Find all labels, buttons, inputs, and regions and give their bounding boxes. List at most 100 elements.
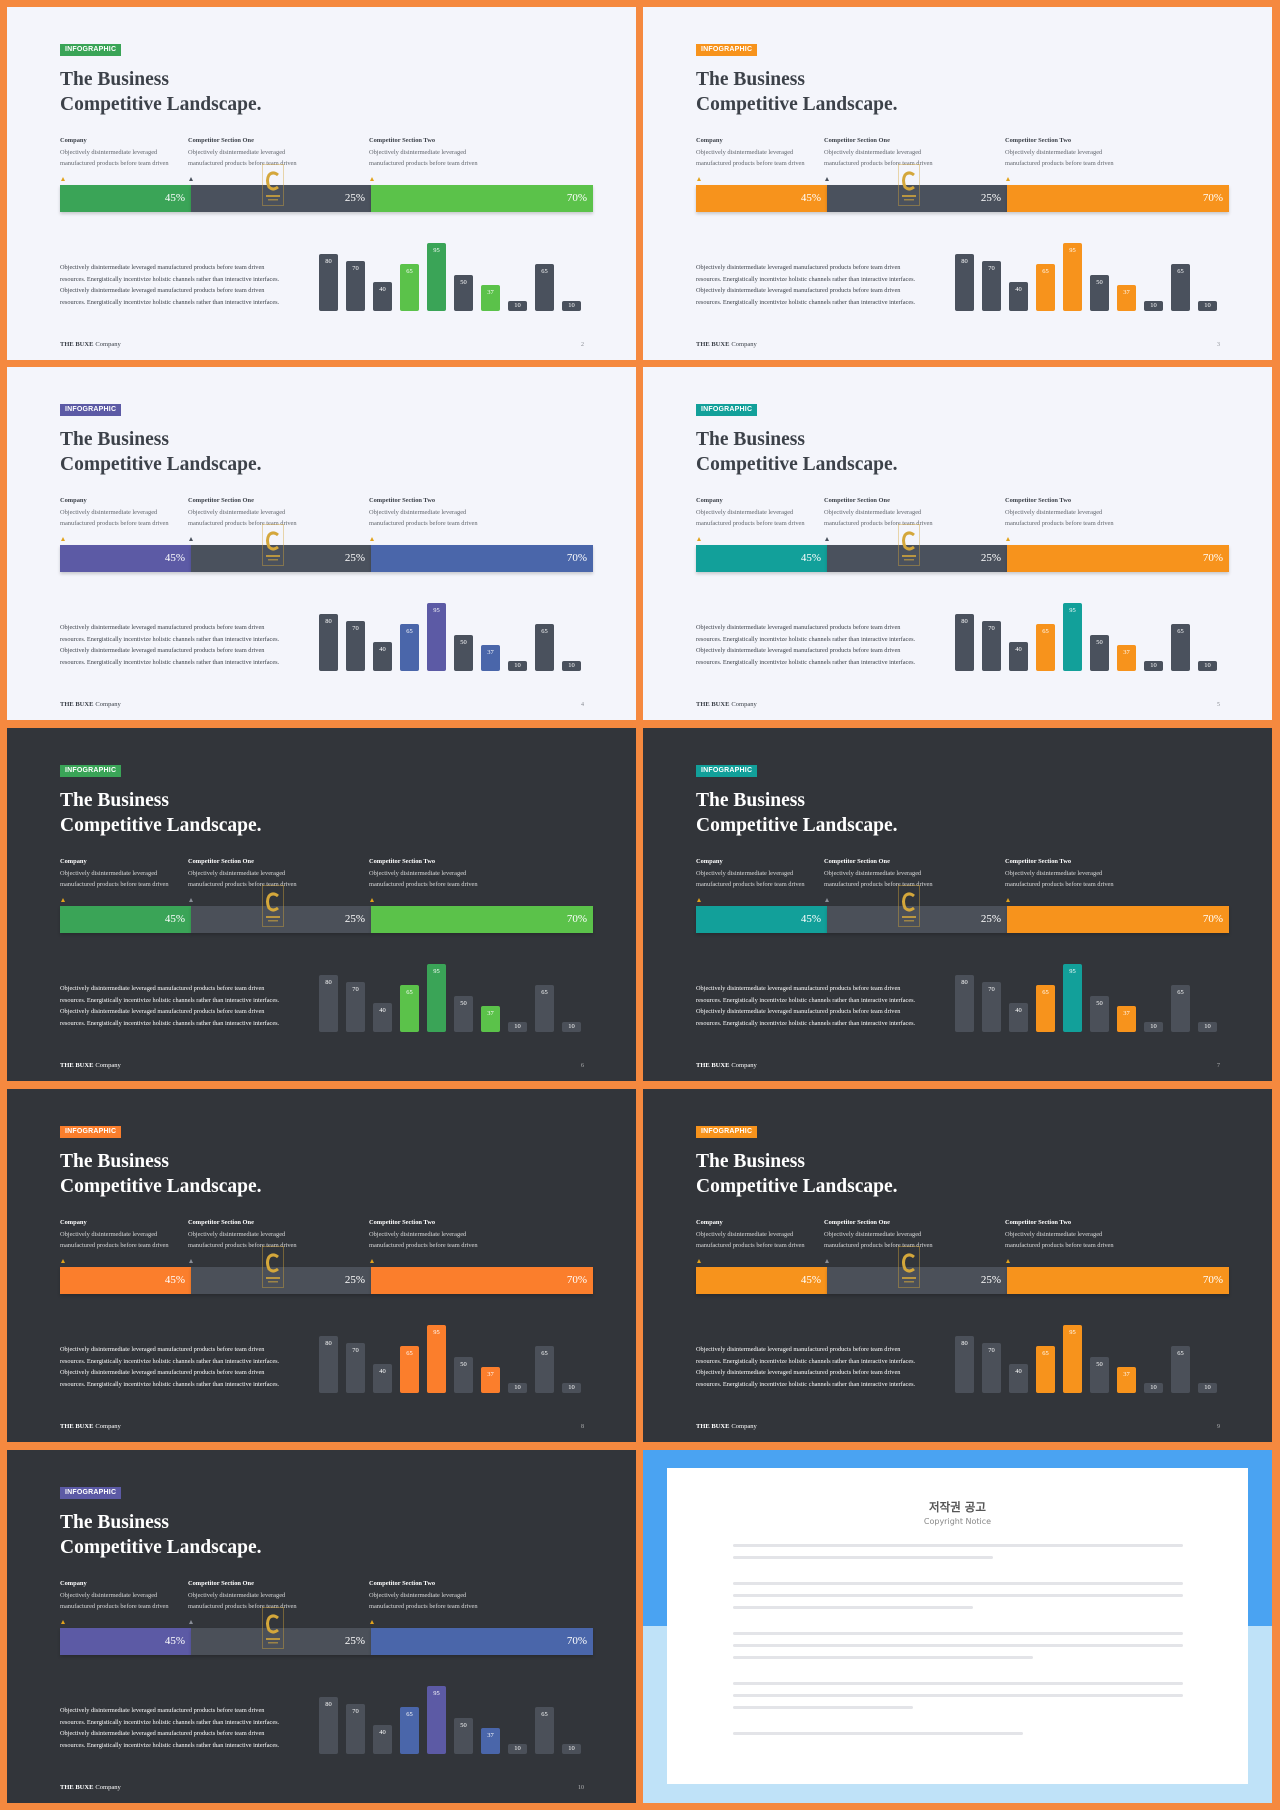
column-text: manufactured products before team driven [824,881,933,888]
bar-value-label: 40 [379,646,386,653]
bar-value-label: 70 [352,986,359,993]
chart-bar: 50 [1090,275,1109,311]
paragraph-line: Objectively disintermediate leveraged ma… [60,287,265,294]
title-line-2: Competitive Landscape. [696,454,898,475]
chart-bar: 65 [535,624,554,671]
marker-icon [61,1259,65,1263]
bar-value-label: 70 [988,986,995,993]
column-text: manufactured products before team driven [696,881,805,888]
footer-brand-bold: THE BUXE [60,1784,94,1791]
bar-value-label: 95 [1069,607,1076,614]
chart-bar: 95 [1063,964,1082,1032]
column-text: Objectively disintermediate leveraged [188,869,286,877]
chart-bar: 10 [562,661,581,671]
marker-icon [61,898,65,902]
chart-bar: 40 [373,1003,392,1032]
column-2: Competitor Section One Objectively disint… [824,135,933,170]
bar-value-label: 80 [325,1340,332,1347]
column-heading: Competitor Section One [188,1580,254,1587]
paragraph-line: Objectively disintermediate leveraged ma… [696,985,901,992]
infographic-badge: INFOGRAPHIC [696,1126,758,1138]
notice-text-line [733,1632,1183,1635]
column-1: Company Objectively disintermediate lever… [696,1217,805,1252]
column-heading: Company [696,137,723,144]
footer-brand: THE BUXE Company [696,701,757,708]
column-text: manufactured products before team driven [188,1242,297,1249]
bar-value-label: 50 [460,1361,467,1368]
chart-bar: 10 [1198,661,1217,671]
watermark-logo-icon [262,885,284,927]
column-text: Objectively disintermediate leveraged [1005,148,1103,156]
bar-value-label: 37 [1123,1010,1130,1017]
bar-value-label: 50 [460,639,467,646]
progress-segment-3: 70% [1007,1267,1229,1294]
slide-10: INFOGRAPHIC The Business Competitive Lands… [7,1450,636,1803]
infographic-badge: INFOGRAPHIC [60,765,122,777]
description-paragraph: Objectively disintermediate leveraged ma… [60,622,300,668]
bar-chart: 80 70 40 65 95 50 37 10 65 10 [955,235,1229,311]
column-text: manufactured products before team driven [824,520,933,527]
bar-value-label: 70 [352,625,359,632]
watermark-logo-icon [898,524,920,566]
column-text: manufactured products before team driven [60,1603,169,1610]
chart-bar: 10 [562,1383,581,1393]
chart-bar: 50 [1090,635,1109,671]
bar-value-label: 65 [406,628,413,635]
column-heading: Company [696,858,723,865]
chart-bar: 40 [373,282,392,311]
bar-value-label: 65 [1042,628,1049,635]
paragraph-line: Objectively disintermediate leveraged ma… [696,264,901,271]
bar-value-label: 65 [541,268,548,275]
bar-value-label: 50 [1096,639,1103,646]
column-text: Objectively disintermediate leveraged [1005,869,1103,877]
footer-brand: THE BUXE Company [696,1062,757,1069]
bar-value-label: 50 [1096,1000,1103,1007]
progress-segment-3: 70% [1007,545,1229,572]
footer-brand-bold: THE BUXE [696,1423,730,1430]
bar-value-label: 50 [460,279,467,286]
chart-bar: 37 [481,645,500,671]
progress-segment-3: 70% [371,1267,593,1294]
paragraph-line: resources. Energistically incentivize ho… [696,275,916,283]
chart-bar: 37 [481,1728,500,1754]
chart-bar: 37 [1117,645,1136,671]
paragraph-line: resources. Energistically incentivize ho… [60,658,280,666]
footer-brand: THE BUXE Company [60,341,121,348]
chart-bar: 50 [1090,1357,1109,1393]
column-heading: Competitor Section One [188,497,254,504]
column-text: manufactured products before team driven [188,1603,297,1610]
marker-icon [189,537,193,541]
chart-bar: 65 [1036,1346,1055,1393]
paragraph-line: resources. Energistically incentivize ho… [60,1357,280,1365]
chart-bar: 65 [1036,264,1055,311]
marker-icon [697,537,701,541]
paragraph-line: resources. Energistically incentivize ho… [696,1357,916,1365]
column-text: Objectively disintermediate leveraged [60,508,158,516]
column-heading: Competitor Section Two [369,858,436,865]
chart-bar: 10 [1144,1022,1163,1032]
bar-value-label: 10 [1150,1384,1157,1391]
paragraph-line: resources. Energistically incentivize ho… [60,1741,280,1749]
chart-bar: 65 [400,1346,419,1393]
progress-segment-3: 70% [371,906,593,933]
bar-value-label: 40 [1015,1007,1022,1014]
marker-icon [1006,177,1010,181]
column-text: manufactured products before team driven [188,160,297,167]
chart-bar: 80 [319,1697,338,1754]
notice-text-line [733,1682,1183,1685]
column-text: Objectively disintermediate leveraged [1005,1230,1103,1238]
progress-segment-2: 25% [827,545,1007,572]
paragraph-line: Objectively disintermediate leveraged ma… [60,1730,265,1737]
column-heading: Competitor Section Two [369,1580,436,1587]
bar-value-label: 10 [1150,1023,1157,1030]
progress-segment-1: 45% [60,906,191,933]
page-number: 7 [1217,1063,1220,1069]
bar-value-label: 95 [433,607,440,614]
chart-bar: 70 [982,261,1001,311]
paragraph-line: resources. Energistically incentivize ho… [696,635,916,643]
footer-brand-bold: THE BUXE [696,701,730,708]
column-text: Objectively disintermediate leveraged [696,869,794,877]
marker-icon [61,537,65,541]
chart-bar: 65 [1036,624,1055,671]
progress-segment-1: 45% [696,545,827,572]
